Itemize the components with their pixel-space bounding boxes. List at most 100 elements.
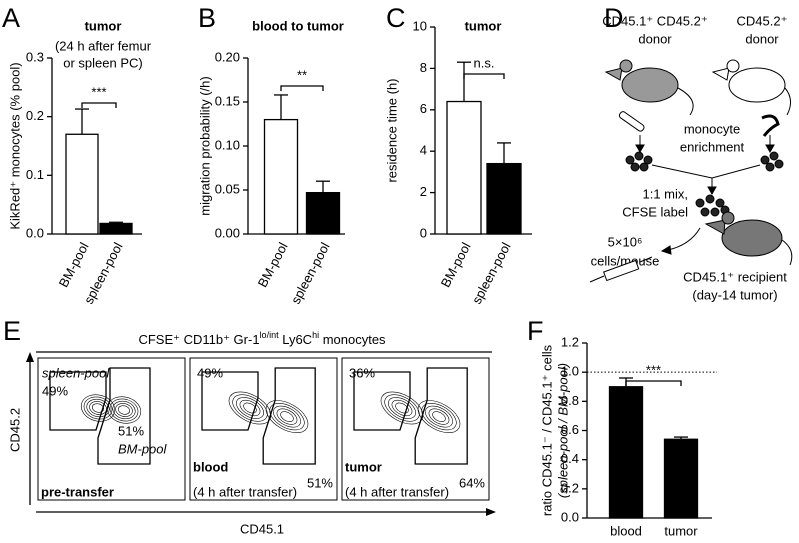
gate-percent: 49% — [197, 365, 223, 380]
y-tick-label: 0.20 — [215, 49, 240, 64]
significance-label: *** — [646, 362, 661, 377]
y-tick-label: 10 — [413, 18, 427, 33]
contour — [428, 408, 450, 425]
contour — [276, 408, 298, 425]
plot-caption: (4 h after transfer) — [193, 484, 297, 499]
gate — [201, 371, 259, 431]
bar — [263, 118, 299, 235]
y-axis-label: ratio CD45.1⁻ / CD45.1⁺ cells — [539, 344, 554, 516]
x-tick-label: spleen-pool — [469, 240, 514, 306]
mouse-icon — [604, 59, 791, 116]
contour — [236, 397, 264, 419]
contour — [421, 402, 457, 431]
contour — [432, 411, 446, 422]
y-tick-label: 0.4 — [561, 451, 579, 466]
label: donor — [638, 31, 672, 46]
gate — [353, 371, 411, 431]
arrow-head — [486, 508, 496, 516]
panel-letter: E — [3, 316, 21, 346]
panel-letter: C — [386, 3, 406, 33]
label: CFSE label — [622, 204, 688, 219]
x-tick-label: BM-pool — [438, 240, 474, 290]
mouse-icon — [704, 211, 793, 266]
contour — [273, 405, 301, 428]
y-tick-label: 0.8 — [561, 393, 579, 408]
label: (day-14 tumor) — [692, 287, 777, 302]
y-tick-label: 0.3 — [26, 49, 44, 64]
organ-icon — [618, 111, 780, 137]
contour — [384, 394, 420, 422]
label: donor — [745, 31, 779, 46]
contour — [117, 405, 131, 415]
bar — [446, 100, 482, 235]
label: cells/mouse — [591, 253, 660, 268]
title-part: monocytes — [319, 332, 386, 347]
label: CD45.1⁺ CD45.2⁺ — [602, 13, 708, 28]
significance-bracket — [81, 102, 117, 108]
contour — [86, 398, 110, 418]
y-tick-label: 0 — [420, 225, 427, 240]
arrow — [635, 135, 775, 255]
y-tick-label: 2 — [420, 184, 427, 199]
bar — [305, 191, 341, 235]
y-axis-label: migration probability (/h) — [197, 76, 212, 215]
y-axis-label: residence time (h) — [384, 78, 399, 182]
diagram: D CD45.1⁺ CD45.2⁺ donor CD45.2⁺ donor mo… — [589, 3, 793, 302]
plot-caption: blood — [193, 459, 228, 474]
y-tick-label: 0.05 — [215, 181, 240, 196]
gate-percent: 51% — [118, 423, 144, 438]
contour — [239, 399, 261, 417]
contour — [232, 394, 268, 422]
y-tick-label: 0.0 — [561, 509, 579, 524]
contour — [243, 402, 257, 414]
y-axis-label: KikRed⁺ monocytes (% pool) — [7, 62, 22, 229]
bar — [663, 438, 699, 519]
y-tick-label: 8 — [420, 60, 427, 75]
chart-title: tumor — [465, 18, 502, 33]
gate — [262, 367, 316, 465]
y-tick-label: 0.0 — [26, 225, 44, 240]
y-tick-label: 1.0 — [561, 364, 579, 379]
x-tick-label: BM-pool — [255, 240, 291, 290]
x-tick-label: spleen-pool — [288, 240, 333, 306]
bar — [99, 222, 133, 235]
gate-percent: 64% — [459, 475, 485, 490]
axis-label: CD45.1 — [240, 521, 284, 536]
chart-subtitle: (24 h after femur — [55, 38, 152, 53]
gate-name: BM-pool — [118, 441, 168, 456]
contour — [115, 403, 133, 417]
panel-letter: D — [604, 3, 624, 33]
contour — [80, 394, 116, 422]
contour — [395, 402, 409, 414]
y-tick-label: 0.2 — [561, 480, 579, 495]
title-part: CFSE⁺ CD11b⁺ Gr-1 — [138, 332, 259, 347]
y-tick-label: 0.6 — [561, 422, 579, 437]
title-part: Ly6C — [279, 332, 312, 347]
contour — [269, 402, 305, 431]
panel-letter: B — [198, 3, 216, 33]
y-tick-label: 0.15 — [215, 93, 240, 108]
panel-letter: F — [527, 316, 544, 346]
significance-bracket — [625, 380, 682, 386]
plot-caption: (4 h after transfer) — [345, 484, 449, 499]
cell-cluster — [625, 151, 784, 217]
contour — [280, 411, 294, 422]
significance-label: *** — [91, 84, 106, 99]
bar — [486, 162, 522, 235]
y-tick-label: 4 — [420, 143, 427, 158]
y-tick-label: 0.10 — [215, 137, 240, 152]
contour — [417, 400, 461, 433]
contour — [265, 400, 309, 433]
gate-percent: 36% — [349, 365, 375, 380]
x-tick-label: blood — [610, 523, 642, 538]
contour — [425, 405, 453, 428]
contour — [380, 391, 424, 425]
significance-label: ** — [297, 67, 307, 82]
plot-frame — [189, 357, 338, 501]
plot-caption: tumor — [345, 459, 382, 474]
syringe-icon — [589, 256, 653, 283]
gate-name: spleen-pool — [42, 365, 110, 380]
label: 1:1 mix, — [642, 186, 688, 201]
label: monocyte — [684, 121, 740, 136]
flow-panel: E CFSE⁺ CD11b⁺ Gr-1lo/int Ly6Chi monocyt… — [3, 316, 496, 536]
